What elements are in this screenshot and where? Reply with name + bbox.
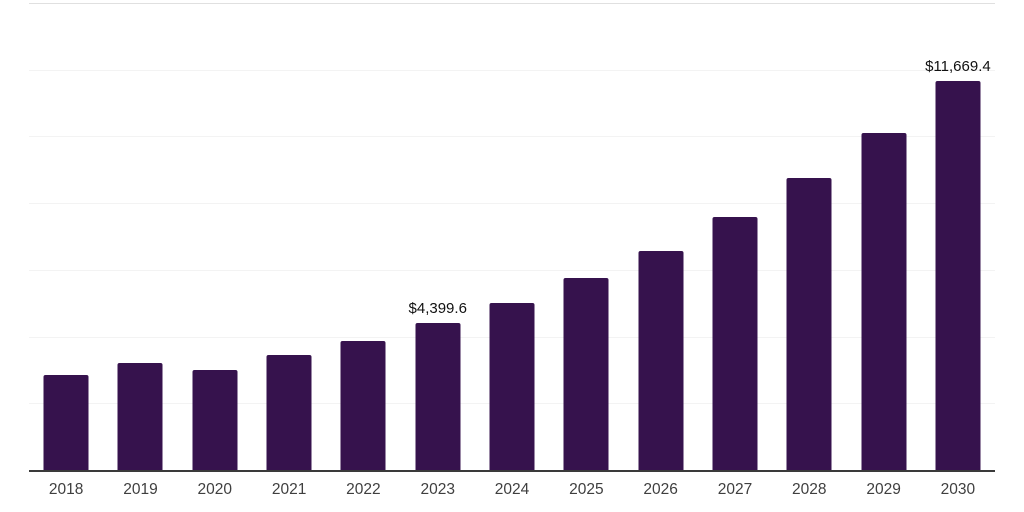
x-tick-label-2024: 2024 xyxy=(494,481,530,498)
bar-2022 xyxy=(340,341,386,470)
bar-slot-2028 xyxy=(772,3,846,470)
x-tick-label-2023: 2023 xyxy=(420,481,455,498)
bar-slot-2029 xyxy=(846,3,920,470)
bar-2024 xyxy=(489,303,535,470)
x-tick-label-2019: 2019 xyxy=(123,481,158,498)
bar-2026 xyxy=(638,250,684,470)
x-tick-label-2026: 2026 xyxy=(643,481,678,498)
bar-2027 xyxy=(712,217,758,470)
bar-slot-2027 xyxy=(698,3,772,470)
x-tick-label-2025: 2025 xyxy=(569,481,604,498)
bar-slot-2024 xyxy=(475,3,549,470)
bars-row: $4,399.6 $11,669.4 xyxy=(29,3,995,470)
x-tick-label-2027: 2027 xyxy=(717,481,753,498)
x-tick-label-2021: 2021 xyxy=(271,481,307,498)
gridline-14000 xyxy=(29,3,995,4)
bar-2019 xyxy=(117,362,163,470)
bar-slot-2018 xyxy=(29,3,103,470)
bar-slot-2023: $4,399.6 xyxy=(401,3,475,470)
bar-slot-2026 xyxy=(624,3,698,470)
bar-2018 xyxy=(43,375,89,470)
bar-2028 xyxy=(786,178,832,470)
bar-slot-2021 xyxy=(252,3,326,470)
bar-slot-2020 xyxy=(178,3,252,470)
data-label-2030: $11,669.4 xyxy=(925,57,991,75)
x-tick-label-2028: 2028 xyxy=(792,481,827,498)
plot-area: $4,399.6 $11,669.4 xyxy=(29,3,995,472)
bar-2021 xyxy=(266,355,312,470)
x-axis-labels: 2018 2019 2020 2021 2022 2023 2024 2025 2026 2027… xyxy=(29,481,995,500)
x-tick-label-2018: 2018 xyxy=(48,481,84,498)
bar-2029 xyxy=(861,133,907,470)
bar-slot-2030: $11,669.4 xyxy=(921,3,995,470)
bar-slot-2025 xyxy=(549,3,623,470)
bar-slot-2022 xyxy=(326,3,400,470)
bar-2020 xyxy=(192,370,238,470)
x-tick-label-2030: 2030 xyxy=(940,481,976,498)
gridline-10000 xyxy=(29,136,995,137)
x-tick-label-2029: 2029 xyxy=(866,481,901,498)
gridline-12000 xyxy=(29,70,995,71)
gridline-6000 xyxy=(29,270,995,271)
bar-slot-2019 xyxy=(103,3,177,470)
gridline-8000 xyxy=(29,203,995,204)
x-tick-label-2020: 2020 xyxy=(197,481,233,498)
x-tick-label-2022: 2022 xyxy=(346,481,381,498)
data-label-2023: $4,399.6 xyxy=(408,300,467,318)
bar-2023 xyxy=(415,323,461,470)
bar-2030 xyxy=(935,80,981,470)
bar-2025 xyxy=(563,278,609,470)
